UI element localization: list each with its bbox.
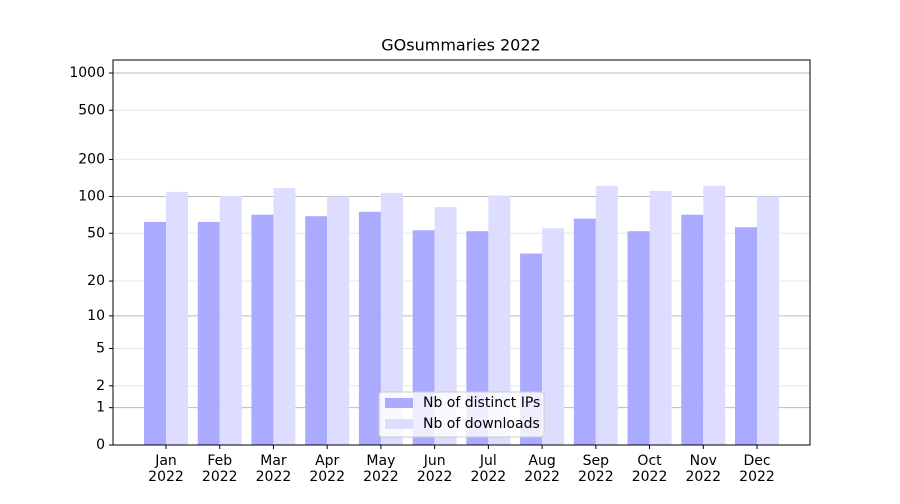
x-tick-label: Nov 2022 bbox=[685, 453, 721, 485]
x-tick-label: Dec 2022 bbox=[739, 453, 775, 485]
y-tick-label: 200 bbox=[78, 151, 105, 167]
y-tick-label: 100 bbox=[78, 188, 105, 204]
legend-label: Nb of distinct IPs bbox=[423, 395, 540, 411]
x-tick-label: Sep 2022 bbox=[578, 453, 614, 485]
x-tick-label: Jan 2022 bbox=[148, 453, 184, 485]
bar bbox=[144, 221, 166, 445]
bar bbox=[434, 207, 457, 445]
bar bbox=[681, 214, 704, 445]
bar bbox=[412, 230, 435, 445]
y-tick-label: 2 bbox=[96, 378, 105, 394]
x-tick-label: Jul 2022 bbox=[471, 453, 507, 485]
bar bbox=[273, 188, 296, 445]
bar bbox=[219, 195, 242, 445]
bar bbox=[488, 195, 511, 445]
bar bbox=[380, 192, 403, 445]
legend-box bbox=[378, 391, 545, 438]
y-tick-label: 1000 bbox=[69, 65, 105, 81]
y-tick-label: 50 bbox=[87, 225, 105, 241]
x-tick-label: Apr 2022 bbox=[309, 453, 345, 485]
legend-swatch bbox=[385, 419, 413, 429]
y-tick-label: 500 bbox=[78, 102, 105, 118]
bar bbox=[166, 191, 188, 445]
y-tick-label: 0 bbox=[96, 437, 105, 453]
x-tick-label: Mar 2022 bbox=[256, 453, 292, 485]
y-tick-label: 10 bbox=[87, 308, 105, 324]
legend: Nb of distinct IPs Nb of downloads bbox=[378, 391, 545, 438]
chart-title: GOsummaries 2022 bbox=[381, 36, 540, 55]
bar bbox=[757, 196, 779, 445]
y-tick-label: 20 bbox=[87, 273, 105, 289]
bar bbox=[542, 228, 565, 445]
bar bbox=[358, 211, 381, 445]
x-tick-label: Aug 2022 bbox=[524, 453, 560, 485]
bar bbox=[703, 185, 726, 445]
x-tick-label: Feb 2022 bbox=[202, 453, 238, 485]
x-tick-label: Jun 2022 bbox=[417, 453, 453, 485]
bar bbox=[735, 227, 757, 445]
x-tick-label: Oct 2022 bbox=[632, 453, 668, 485]
bar bbox=[327, 196, 350, 445]
bar bbox=[305, 216, 328, 445]
bar bbox=[627, 231, 650, 445]
bar bbox=[573, 218, 596, 445]
y-tick-label: 5 bbox=[96, 341, 105, 357]
bar bbox=[595, 185, 618, 445]
bar bbox=[649, 190, 672, 445]
y-tick-label: 1 bbox=[96, 400, 105, 416]
x-tick-label: May 2022 bbox=[363, 453, 399, 485]
legend-label: Nb of downloads bbox=[423, 416, 540, 432]
bar bbox=[197, 221, 220, 445]
bar bbox=[251, 214, 274, 445]
plot-frame bbox=[112, 59, 811, 446]
legend-swatch bbox=[385, 398, 413, 408]
